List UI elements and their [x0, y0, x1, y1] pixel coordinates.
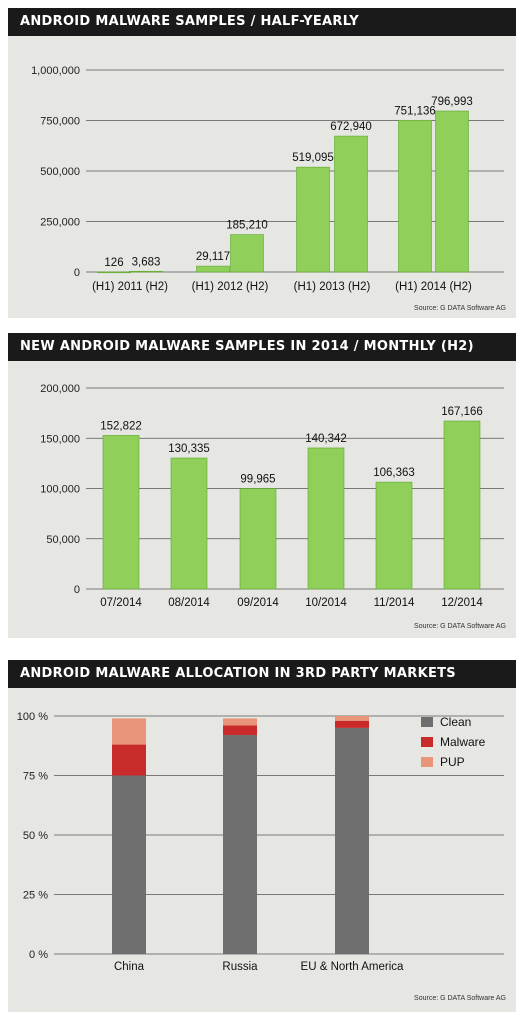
half-yearly-bar: [398, 119, 432, 273]
monthly-y-tick-label: 100,000: [40, 484, 80, 496]
half-yearly-value-label: 519,095: [292, 152, 334, 164]
half-yearly-value-label: 751,136: [394, 105, 436, 117]
monthly-value-label: 130,335: [168, 443, 210, 455]
half-yearly-y-tick-label: 1,000,000: [31, 65, 80, 77]
monthly-value-label: 99,965: [240, 474, 275, 486]
monthly-category-label: 07/2014: [100, 597, 142, 609]
allocation-chart-title: ANDROID MALWARE ALLOCATION IN 3RD PARTY …: [8, 660, 516, 688]
allocation-category-label: Russia: [222, 961, 258, 973]
monthly-bar: [307, 447, 345, 590]
allocation-bar-clean: [335, 727, 369, 954]
half-yearly-category-label: (H1) 2013 (H2): [294, 281, 371, 293]
monthly-y-tick-label: 0: [74, 584, 80, 596]
half-yearly-category-label: (H1) 2011 (H2): [92, 281, 168, 293]
half-yearly-bar: [196, 265, 230, 273]
monthly-y-tick-label: 200,000: [40, 383, 80, 395]
half-yearly-value-label: 796,993: [431, 96, 473, 108]
allocation-legend-swatch: [421, 717, 433, 727]
allocation-category-label: China: [114, 961, 145, 973]
monthly-bar: [375, 481, 413, 590]
monthly-chart-panel: NEW ANDROID MALWARE SAMPLES IN 2014 / MO…: [8, 333, 516, 638]
allocation-legend-label: Malware: [440, 735, 486, 749]
allocation-bar-pup: [223, 718, 257, 726]
monthly-value-label: 167,166: [441, 406, 483, 418]
allocation-chart: 0 % 25 % 50 % 75 % 100 % China Russia EU & Nort…: [17, 711, 504, 973]
allocation-bar-malware: [112, 744, 146, 776]
half-yearly-bar: [296, 166, 330, 273]
monthly-source: Source: G DATA Software AG: [414, 623, 506, 630]
monthly-category-label: 08/2014: [168, 597, 210, 609]
monthly-bar: [443, 420, 481, 590]
half-yearly-bar: [334, 135, 368, 273]
allocation-bar-clean: [223, 735, 257, 954]
allocation-legend-swatch: [421, 757, 433, 767]
half-yearly-value-label: 672,940: [330, 121, 372, 133]
monthly-bar: [239, 488, 277, 590]
allocation-y-tick-label: 25 %: [23, 890, 48, 902]
monthly-value-label: 152,822: [100, 420, 142, 432]
monthly-y-tick-label: 150,000: [40, 433, 80, 445]
allocation-bar-pup: [335, 716, 369, 721]
monthly-category-label: 09/2014: [237, 597, 279, 609]
allocation-chart-panel: ANDROID MALWARE ALLOCATION IN 3RD PARTY …: [8, 660, 516, 1012]
half-yearly-source: Source: G DATA Software AG: [414, 305, 506, 312]
allocation-y-tick-label: 0 %: [29, 949, 48, 961]
half-yearly-bar: [230, 234, 264, 273]
half-yearly-value-label: 185,210: [226, 220, 268, 232]
half-yearly-chart: 0 250,000 500,000 750,000 1,000,000 126 3,683 2…: [31, 65, 504, 293]
half-yearly-chart-title: ANDROID MALWARE SAMPLES / HALF-YEARLY: [8, 8, 516, 36]
half-yearly-y-tick-label: 500,000: [40, 166, 80, 178]
half-yearly-bar: [97, 271, 131, 274]
allocation-legend-label: PUP: [440, 755, 465, 769]
monthly-category-label: 11/2014: [374, 597, 415, 609]
monthly-bar: [102, 435, 140, 590]
monthly-category-label: 12/2014: [441, 597, 483, 609]
half-yearly-category-label: (H1) 2014 (H2): [395, 281, 472, 293]
monthly-bar: [170, 457, 208, 590]
monthly-value-label: 140,342: [305, 433, 347, 445]
allocation-legend-label: Clean: [440, 715, 471, 729]
half-yearly-value-label: 126: [104, 257, 123, 269]
half-yearly-category-label: (H1) 2012 (H2): [192, 281, 269, 293]
allocation-source: Source: G DATA Software AG: [414, 995, 506, 1002]
allocation-bar-malware: [223, 725, 257, 736]
half-yearly-bar: [435, 110, 469, 273]
allocation-y-tick-label: 50 %: [23, 830, 48, 842]
allocation-bar-clean: [112, 775, 146, 954]
monthly-chart: 0 50,000 100,000 150,000 200,000 152,822 07/20…: [40, 383, 504, 609]
monthly-chart-title: NEW ANDROID MALWARE SAMPLES IN 2014 / MO…: [8, 333, 516, 361]
half-yearly-chart-panel: ANDROID MALWARE SAMPLES / HALF-YEARLY 0 2…: [8, 8, 516, 318]
allocation-y-tick-label: 100 %: [17, 711, 48, 723]
allocation-bar-malware: [335, 720, 369, 728]
monthly-category-label: 10/2014: [305, 597, 347, 609]
half-yearly-bar: [129, 270, 163, 273]
monthly-value-label: 106,363: [373, 467, 415, 479]
half-yearly-y-tick-label: 750,000: [40, 116, 80, 128]
allocation-category-label: EU & North America: [301, 961, 404, 973]
half-yearly-y-tick-label: 0: [74, 267, 80, 279]
allocation-legend-swatch: [421, 737, 433, 747]
half-yearly-value-label: 29,117: [196, 251, 230, 263]
half-yearly-y-tick-label: 250,000: [40, 217, 80, 229]
monthly-y-tick-label: 50,000: [46, 534, 80, 546]
allocation-bar-pup: [112, 718, 146, 745]
allocation-y-tick-label: 75 %: [23, 771, 48, 783]
half-yearly-value-label: 3,683: [132, 256, 161, 268]
